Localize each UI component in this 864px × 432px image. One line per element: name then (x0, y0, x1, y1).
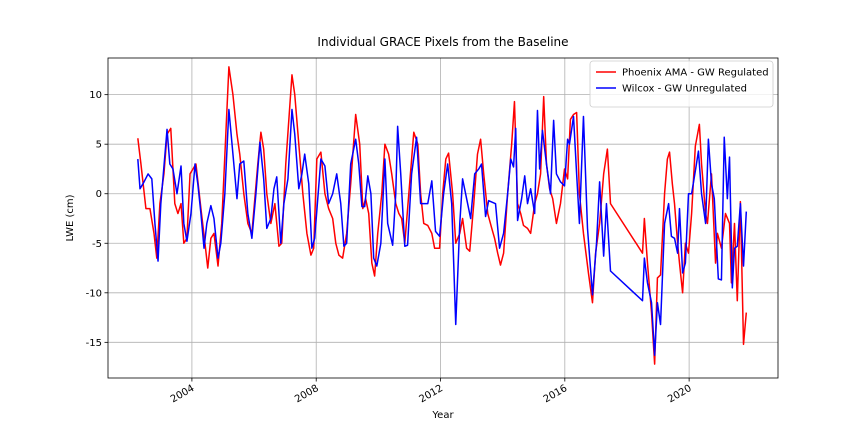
chart-title: Individual GRACE Pixels from the Baselin… (317, 35, 568, 49)
data-line (137, 108, 748, 356)
y-tick-label: 0 (96, 189, 102, 200)
y-tick-label: -5 (92, 239, 102, 250)
x-tick-label: 2020 (666, 383, 694, 405)
y-tick-label: -10 (86, 288, 102, 299)
y-tick-label: 5 (96, 140, 102, 151)
y-tick-label: -15 (86, 338, 102, 349)
x-tick-label: 2008 (293, 383, 321, 405)
legend-label: Wilcox - GW Unregulated (622, 84, 747, 95)
x-tick-label: 2012 (417, 383, 445, 405)
x-tick-label: 2016 (542, 383, 570, 405)
x-axis-label: Year (431, 410, 454, 421)
legend-box (589, 60, 774, 108)
y-tick-label: 10 (89, 90, 102, 101)
y-axis-label: LWE (cm) (65, 194, 76, 241)
data-line (137, 66, 748, 365)
plot-frame (107, 57, 779, 379)
x-tick-label: 2004 (169, 383, 197, 405)
legend-label: Phoenix AMA - GW Regulated (622, 68, 769, 79)
